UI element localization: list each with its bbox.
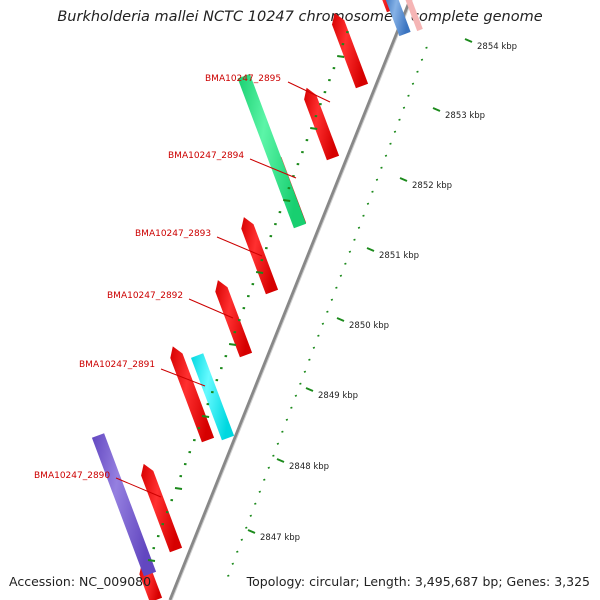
tick-mark-outer: [255, 271, 264, 274]
tick-mark-ruler: [389, 142, 392, 145]
tick-mark-ruler: [236, 550, 239, 553]
forward-cds-arrow: [141, 463, 183, 553]
gene-label-leader: [287, 81, 331, 103]
tick-mark-ruler: [384, 154, 388, 157]
forward-cds-arrow: [332, 13, 369, 89]
gene-label: BMA10247_2892: [107, 291, 183, 301]
tick-mark-outer: [228, 343, 237, 346]
map-title: Burkholderia mallei NCTC 10247 chromosom…: [57, 9, 543, 25]
gene-block-top: [385, 0, 411, 37]
tick-mark-ruler: [263, 478, 266, 481]
ruler-major-tick: [305, 387, 314, 392]
tick-mark-ruler: [321, 322, 325, 325]
ruler-major-tick: [464, 38, 473, 43]
tick-mark-ruler: [254, 502, 257, 505]
tick-mark-ruler: [303, 370, 307, 373]
tick-mark-ruler: [344, 262, 347, 265]
ruler-major-tick: [432, 107, 441, 112]
tick-mark-ruler: [240, 538, 244, 541]
tick-mark-ruler: [299, 382, 302, 385]
gene-label-leader: [188, 298, 234, 319]
ruler-major-tick: [399, 177, 408, 182]
gene-label-leader: [160, 368, 206, 387]
gene-block-top-edge: [405, 0, 423, 32]
ruler-label: 2847 kbp: [260, 533, 300, 543]
ruler-label: 2850 kbp: [349, 321, 389, 331]
gene-label-leader: [249, 158, 297, 179]
tick-mark-ruler: [308, 358, 311, 361]
ruler-label: 2854 kbp: [477, 42, 517, 52]
tick-mark-ruler: [285, 418, 289, 421]
tick-mark-ruler: [317, 334, 320, 337]
ruler-label: 2852 kbp: [412, 181, 452, 191]
tick-mark-ruler: [348, 250, 352, 253]
tick-mark-ruler: [380, 166, 383, 169]
tick-mark-ruler: [353, 238, 356, 241]
gene-block-2891: [191, 353, 235, 441]
tick-mark-ruler: [357, 226, 361, 229]
tick-mark-outer: [283, 199, 291, 202]
tick-mark-outer: [201, 415, 210, 418]
gene-label: BMA10247_2895: [205, 74, 281, 84]
tick-mark-outer: [337, 55, 345, 58]
ruler-major-tick: [276, 458, 285, 463]
backbone-shadow: [171, 0, 413, 600]
ruler-label: 2849 kbp: [318, 391, 358, 401]
gene-label: BMA10247_2891: [79, 360, 155, 370]
tick-mark-ruler: [326, 310, 329, 313]
tick-mark-ruler: [407, 94, 410, 97]
ruler-major-tick: [336, 317, 345, 322]
tick-mark-ruler: [416, 70, 419, 73]
forward-cds-arrow: [215, 280, 253, 358]
tick-mark-ruler: [371, 190, 374, 193]
tick-mark-ruler: [411, 82, 415, 85]
tick-mark-outer: [174, 487, 183, 490]
backbone-line: [168, 0, 412, 600]
ruler-label: 2851 kbp: [379, 251, 419, 261]
topology-summary: Topology: circular; Length: 3,495,687 bp…: [246, 574, 590, 589]
tick-mark-ruler: [420, 58, 424, 61]
tick-mark-ruler: [227, 574, 230, 577]
tick-mark-ruler: [272, 454, 275, 457]
tick-mark-ruler: [294, 394, 298, 397]
tick-mark-ruler: [281, 430, 284, 433]
tick-mark-ruler: [366, 202, 370, 205]
ruler-label: 2848 kbp: [289, 462, 329, 472]
gene-label: BMA10247_2890: [34, 471, 110, 481]
ruler-label: 2853 kbp: [445, 111, 485, 121]
tick-mark-ruler: [290, 406, 293, 409]
tick-mark-outer: [147, 559, 156, 562]
forward-cds-arrow: [241, 217, 279, 295]
accession-label: Accession: NC_009080: [9, 574, 152, 589]
gene-label: BMA10247_2894: [168, 151, 244, 161]
gene-label-leader: [216, 236, 263, 257]
gene-label-leader: [115, 477, 162, 498]
gene-block-2890: [91, 433, 157, 577]
tick-mark-outer: [310, 127, 318, 130]
tick-mark-ruler: [339, 274, 343, 277]
tick-mark-ruler: [231, 562, 235, 565]
forward-cds-arrow: [170, 346, 215, 443]
tick-mark-ruler: [245, 526, 248, 529]
gene-block-2895: [237, 73, 307, 229]
tick-mark-ruler: [330, 298, 334, 301]
ruler-major-tick: [366, 247, 375, 252]
tick-mark-ruler: [258, 490, 262, 493]
forward-cds-arrow: [304, 87, 340, 161]
tick-mark-ruler: [335, 286, 338, 289]
tick-mark-ruler: [425, 46, 428, 49]
gene-label: BMA10247_2893: [135, 229, 211, 239]
tick-mark-ruler: [375, 178, 379, 181]
ruler-major-tick: [247, 529, 256, 534]
tick-mark-ruler: [249, 514, 253, 517]
tick-mark-ruler: [402, 106, 406, 109]
tick-mark-ruler: [393, 130, 397, 133]
tick-mark-ruler: [362, 214, 365, 217]
tick-mark-ruler: [398, 118, 401, 121]
tick-mark-ruler: [312, 346, 316, 349]
tick-mark-ruler: [276, 442, 280, 445]
tick-mark-ruler: [267, 466, 271, 469]
